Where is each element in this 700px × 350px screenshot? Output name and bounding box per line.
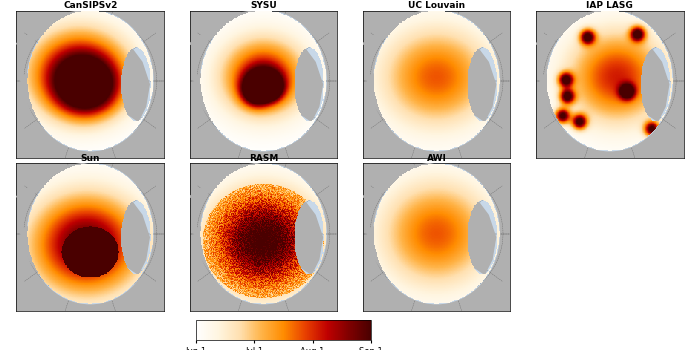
Polygon shape <box>367 70 407 128</box>
Polygon shape <box>636 47 668 121</box>
Title: CanSIPSv2: CanSIPSv2 <box>63 1 118 10</box>
Title: IAP LASG: IAP LASG <box>587 1 633 10</box>
Polygon shape <box>289 47 323 121</box>
Ellipse shape <box>374 10 499 151</box>
Polygon shape <box>363 163 444 200</box>
Polygon shape <box>193 223 234 281</box>
Ellipse shape <box>27 163 153 304</box>
Title: UC Louvain: UC Louvain <box>408 1 465 10</box>
Ellipse shape <box>374 163 499 304</box>
Title: RASM: RASM <box>248 154 278 163</box>
Polygon shape <box>363 10 444 47</box>
Ellipse shape <box>201 163 326 304</box>
Polygon shape <box>20 70 61 128</box>
Polygon shape <box>20 223 61 281</box>
Polygon shape <box>193 70 234 128</box>
Ellipse shape <box>547 10 673 151</box>
Polygon shape <box>463 200 496 274</box>
Polygon shape <box>190 163 271 200</box>
Ellipse shape <box>201 10 326 151</box>
Title: Sun: Sun <box>80 154 100 163</box>
Ellipse shape <box>27 10 153 151</box>
Polygon shape <box>116 47 149 121</box>
Polygon shape <box>367 223 407 281</box>
Polygon shape <box>289 200 323 274</box>
Polygon shape <box>116 200 149 274</box>
Polygon shape <box>17 10 97 47</box>
Polygon shape <box>17 163 97 200</box>
Polygon shape <box>540 70 580 128</box>
Polygon shape <box>190 10 271 47</box>
Title: AWI: AWI <box>426 154 447 163</box>
Polygon shape <box>463 47 496 121</box>
Title: SYSU: SYSU <box>250 1 276 10</box>
Polygon shape <box>536 10 617 47</box>
